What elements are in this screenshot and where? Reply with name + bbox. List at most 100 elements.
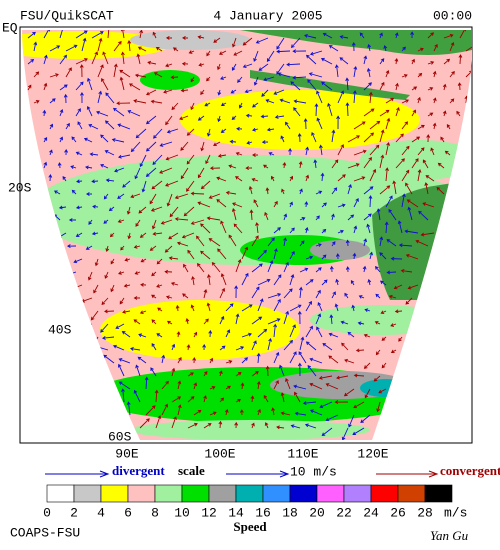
wind-arrow <box>43 136 48 143</box>
wind-arrow <box>315 267 322 273</box>
wind-arrow <box>459 30 466 39</box>
wind-arrow <box>225 190 237 195</box>
author: Yan Gu <box>430 528 469 543</box>
wind-arrow <box>228 164 237 169</box>
wind-arrow <box>187 396 195 403</box>
wind-arrow <box>345 77 350 91</box>
wind-arrow <box>83 137 93 143</box>
wind-arrow <box>71 136 77 143</box>
wind-arrow <box>101 78 109 91</box>
wind-arrow <box>75 151 83 156</box>
wind-arrow <box>66 244 77 249</box>
wind-arrow <box>202 343 207 351</box>
wind-arrow <box>127 40 132 52</box>
wind-arrow <box>100 163 109 169</box>
wind-arrow <box>106 30 111 39</box>
wind-arrow <box>59 136 64 143</box>
colorbar-title: Speed <box>233 519 267 534</box>
wind-arrow <box>94 258 99 267</box>
wind-arrow <box>325 414 339 422</box>
wind-arrow <box>92 204 99 209</box>
wind-arrow <box>113 63 118 78</box>
wind-arrow <box>290 424 301 429</box>
wind-arrow <box>111 138 125 143</box>
wind-arrow <box>241 357 248 364</box>
wind-arrow <box>169 206 179 218</box>
wind-arrow <box>231 208 237 221</box>
wind-arrow <box>130 193 141 199</box>
wind-arrow <box>318 144 323 156</box>
wind-arrow <box>446 123 451 130</box>
wind-arrow <box>171 416 177 429</box>
wind-arrow <box>190 76 195 83</box>
wind-arrow <box>186 180 195 192</box>
wind-arrow <box>168 256 179 261</box>
wind-arrow <box>104 271 109 279</box>
wind-arrow <box>130 141 141 153</box>
wind-arrow <box>321 228 327 234</box>
wind-arrow <box>305 300 312 312</box>
wind-arrow <box>299 240 305 247</box>
wind-arrow <box>268 152 275 156</box>
wind-arrow <box>410 31 415 39</box>
wind-arrow <box>336 375 349 380</box>
wind-arrow <box>257 328 268 338</box>
wind-arrow <box>267 260 274 273</box>
wind-arrow <box>190 304 195 312</box>
wind-arrow <box>88 124 99 130</box>
wind-arrow <box>57 162 62 169</box>
wind-arrow <box>137 46 147 52</box>
wind-arrow <box>235 398 242 403</box>
colorbar-label: 16 <box>255 505 271 520</box>
wind-arrow <box>322 32 333 39</box>
wind-arrow <box>156 333 163 338</box>
wind-arrow <box>200 141 205 152</box>
wind-arrow <box>197 115 205 121</box>
wind-arrow <box>283 288 293 299</box>
wind-arrow <box>411 158 419 169</box>
wind-arrow <box>183 206 195 217</box>
wind-arrow <box>363 213 372 221</box>
lat-label: 40S <box>48 322 72 337</box>
wind-arrow <box>394 57 399 65</box>
wind-arrow <box>400 268 413 273</box>
wind-arrow <box>309 382 323 390</box>
wind-arrow <box>425 175 435 182</box>
wind-arrow <box>415 239 429 247</box>
wind-arrow <box>449 41 455 52</box>
wind-arrow <box>358 295 365 299</box>
wind-arrow <box>280 135 285 143</box>
wind-arrow <box>309 50 323 56</box>
wind-arrow <box>187 422 198 429</box>
wind-arrow <box>285 377 291 390</box>
wind-arrow <box>155 415 162 429</box>
colorbar-label: 4 <box>97 505 105 520</box>
wind-arrow <box>375 266 381 273</box>
wind-arrow <box>209 411 217 416</box>
wind-arrow <box>242 37 253 46</box>
scale-label: scale <box>178 463 205 478</box>
wind-arrow <box>388 208 397 221</box>
wind-arrow <box>276 37 285 50</box>
wind-arrow <box>220 128 227 133</box>
wind-arrow <box>161 354 166 364</box>
wind-arrow <box>273 298 281 312</box>
wind-arrow <box>137 356 147 364</box>
wind-arrow <box>53 190 61 195</box>
wind-arrow <box>407 284 419 290</box>
wind-arrow <box>237 76 243 83</box>
colorbar-swatch <box>235 484 264 503</box>
wind-arrow <box>379 32 383 39</box>
wind-arrow <box>75 30 88 39</box>
wind-arrow <box>390 323 397 327</box>
colorbar-swatch <box>343 484 372 503</box>
wind-arrow <box>232 202 243 208</box>
colorbar-unit: m/s <box>444 505 467 520</box>
wind-arrow <box>255 37 269 44</box>
wind-arrow <box>367 43 371 52</box>
wind-arrow <box>200 180 211 190</box>
wind-arrow <box>251 371 259 377</box>
wind-arrow <box>103 219 109 224</box>
wind-arrow <box>294 391 301 403</box>
wind-arrow <box>204 102 211 107</box>
